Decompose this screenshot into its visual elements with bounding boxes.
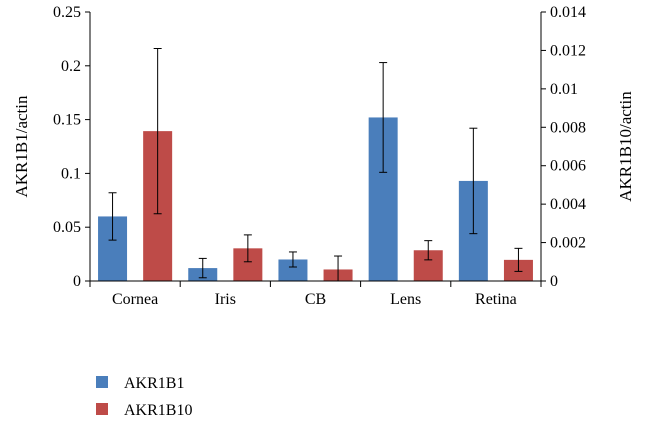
x-axis-category-label: Lens	[390, 291, 421, 308]
x-axis: Cornea Iris CB Lens Retina	[89, 280, 542, 308]
right-axis-tick-label: 0.012	[550, 42, 586, 59]
right-axis-tick-label: 0.008	[550, 119, 586, 136]
right-axis-tick-label: 0.004	[550, 196, 586, 213]
x-axis-category-label: Retina	[475, 291, 517, 308]
x-axis-category-label: Iris	[215, 291, 236, 308]
left-axis-tick-label: 0.25	[53, 4, 81, 21]
legend-swatch-akr1b10	[96, 403, 108, 415]
legend-label-akr1b1: AKR1B1	[124, 375, 184, 392]
left-axis-tick-label: 0.1	[61, 165, 81, 182]
right-axis-tick-label: 0.014	[550, 4, 586, 21]
right-y-axis: 0 0.002 0.004 0.006 0.008 0.01 0.012 0.014	[540, 4, 586, 290]
left-axis-tick-label: 0.15	[53, 112, 81, 129]
left-axis-tick-label: 0.2	[61, 58, 81, 75]
right-axis-title: AKR1B10/actin	[616, 91, 635, 202]
left-y-axis: 0 0.05 0.1 0.15 0.2 0.25	[53, 4, 91, 290]
legend: AKR1B1 AKR1B10	[96, 375, 192, 419]
left-axis-title: AKR1B1/actin	[12, 95, 31, 197]
right-axis-tick-label: 0.002	[550, 235, 586, 252]
left-axis-tick-label: 0	[73, 273, 81, 290]
right-axis-tick-label: 0.01	[550, 81, 578, 98]
plot-area	[98, 48, 533, 282]
bar-akr1b1-cb	[278, 259, 308, 281]
left-axis-tick-label: 0.05	[53, 219, 81, 236]
right-axis-tick-label: 0	[550, 273, 558, 290]
x-axis-category-label: Cornea	[112, 291, 158, 308]
x-axis-category-label: CB	[305, 291, 326, 308]
legend-label-akr1b10: AKR1B10	[124, 402, 192, 419]
legend-swatch-akr1b1	[96, 376, 108, 388]
right-axis-tick-label: 0.006	[550, 158, 586, 175]
